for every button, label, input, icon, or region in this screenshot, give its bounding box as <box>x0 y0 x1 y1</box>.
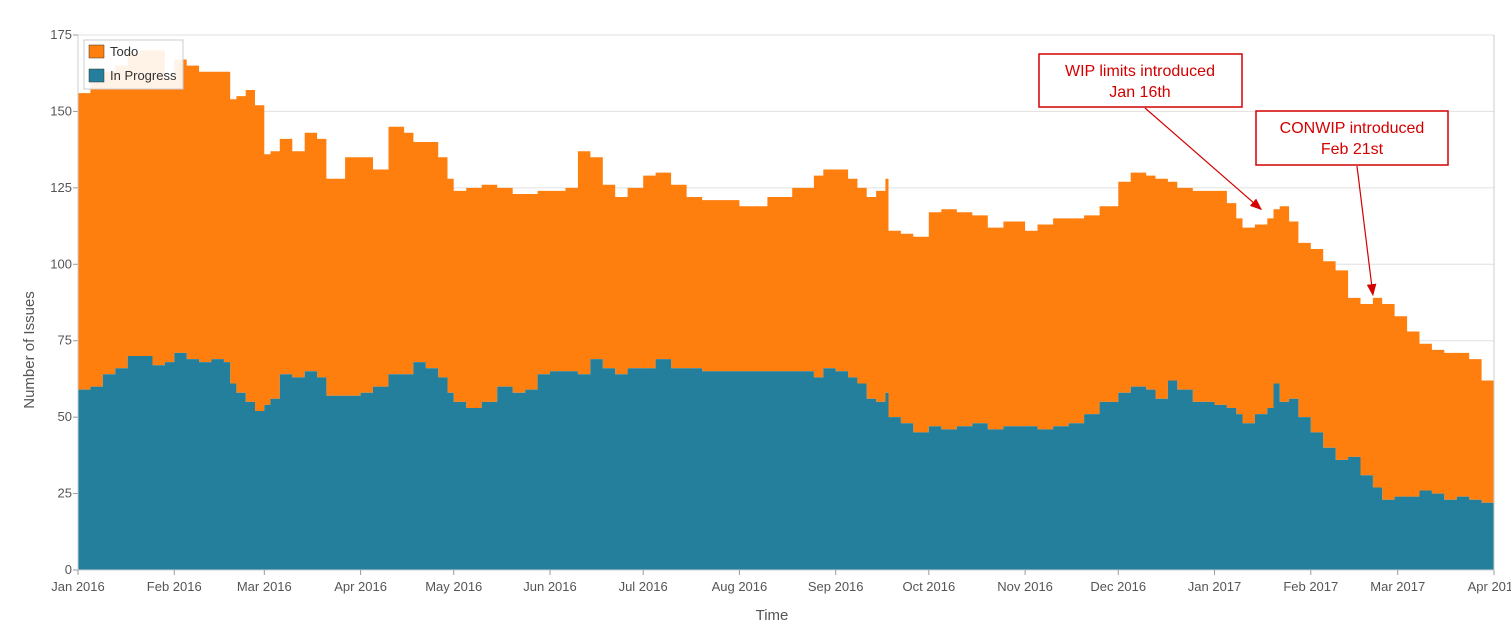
todo-area <box>78 50 1494 509</box>
legend-swatch-in-progress <box>88 68 105 83</box>
y-tick-labels: 0 25 50 75 100 125 150 175 <box>50 27 72 577</box>
x-tick-label: Sep 2016 <box>808 579 864 594</box>
x-tick-label: Jun 2016 <box>523 579 577 594</box>
annotation-wip-limits: WIP limits introduced Jan 16th <box>1038 53 1263 211</box>
annotations: WIP limits introduced Jan 16th CONWIP in… <box>1038 53 1449 297</box>
annotation-line-2: Feb 21st <box>1321 141 1384 158</box>
y-tick-label: 75 <box>58 333 72 348</box>
axes <box>77 35 1495 571</box>
y-tick-label: 175 <box>50 27 72 42</box>
x-tick-label: Mar 2016 <box>237 579 292 594</box>
y-axis-title: Number of Issues <box>21 291 38 409</box>
x-tick-labels: Jan 2016 Feb 2016 Mar 2016 Apr 2016 May 2016… <box>51 570 1511 594</box>
areas <box>78 50 1494 570</box>
annotation-box <box>1255 110 1449 166</box>
x-tick-label: Aug 2016 <box>712 579 768 594</box>
x-tick-label: Jan 2017 <box>1188 579 1242 594</box>
x-tick-label: Jul 2016 <box>619 579 668 594</box>
annotation-line-1: WIP limits introduced <box>1065 63 1215 80</box>
x-tick-label: Feb 2016 <box>147 579 202 594</box>
x-tick-label: Dec 2016 <box>1090 579 1146 594</box>
x-tick-label: Apr 2016 <box>334 579 387 594</box>
annotation-line-1: CONWIP introduced <box>1280 120 1425 137</box>
annotation-line-2: Jan 16th <box>1109 84 1170 101</box>
annotation-arrow <box>1144 107 1263 211</box>
x-tick-label: Mar 2017 <box>1370 579 1425 594</box>
x-axis-title: Time <box>756 607 789 624</box>
in-progress-area <box>78 352 1494 570</box>
legend-label-todo: Todo <box>110 44 138 59</box>
x-tick-label: Nov 2016 <box>997 579 1053 594</box>
x-tick-label: Feb 2017 <box>1283 579 1338 594</box>
annotation-conwip: CONWIP introduced Feb 21st <box>1255 110 1449 297</box>
y-tick-label: 25 <box>58 486 72 501</box>
annotation-arrow <box>1356 165 1377 297</box>
y-tick-label: 125 <box>50 180 72 195</box>
x-tick-label: Jan 2016 <box>51 579 105 594</box>
y-tick-label: 150 <box>50 103 72 118</box>
y-tick-label: 100 <box>50 256 72 271</box>
y-tick-label: 0 <box>65 562 72 577</box>
annotation-box <box>1038 53 1243 108</box>
y-tick-label: 50 <box>58 409 72 424</box>
legend-swatch-todo <box>88 44 105 59</box>
x-tick-label: Oct 2016 <box>902 579 955 594</box>
legend: Todo In Progress <box>83 39 184 90</box>
x-tick-label: Apr 2017 <box>1468 579 1511 594</box>
legend-label-in-progress: In Progress <box>110 68 177 83</box>
x-tick-label: May 2016 <box>425 579 482 594</box>
